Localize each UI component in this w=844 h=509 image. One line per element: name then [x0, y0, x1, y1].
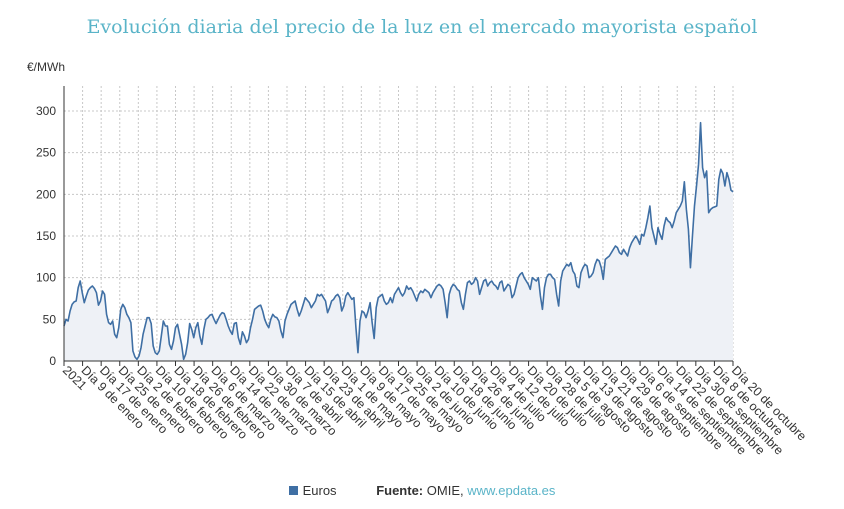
- y-tick-label: 100: [36, 271, 56, 285]
- chart-title: Evolución diaria del precio de la luz en…: [86, 16, 758, 38]
- series-line: [63, 121, 734, 361]
- series-area: [64, 122, 733, 361]
- y-tick-label: 50: [43, 312, 57, 326]
- y-tick-label: 200: [36, 187, 56, 201]
- source-link[interactable]: www.epdata.es: [467, 483, 556, 498]
- source-note: Fuente: OMIE, www.epdata.es: [376, 483, 555, 498]
- y-tick-label: 0: [49, 354, 56, 368]
- y-tick-label: 250: [36, 146, 56, 160]
- legend[interactable]: Euros: [288, 483, 337, 498]
- y-tick-label: 150: [36, 229, 56, 243]
- legend-label: Euros: [302, 483, 337, 498]
- legend-swatch: [288, 486, 298, 495]
- chart-footer: Euros Fuente: OMIE, www.epdata.es: [0, 483, 844, 498]
- y-tick-label: 300: [36, 104, 56, 118]
- y-axis-label: €/MWh: [27, 60, 66, 74]
- source-text: OMIE,: [426, 483, 464, 498]
- source-label: Fuente:: [376, 483, 424, 498]
